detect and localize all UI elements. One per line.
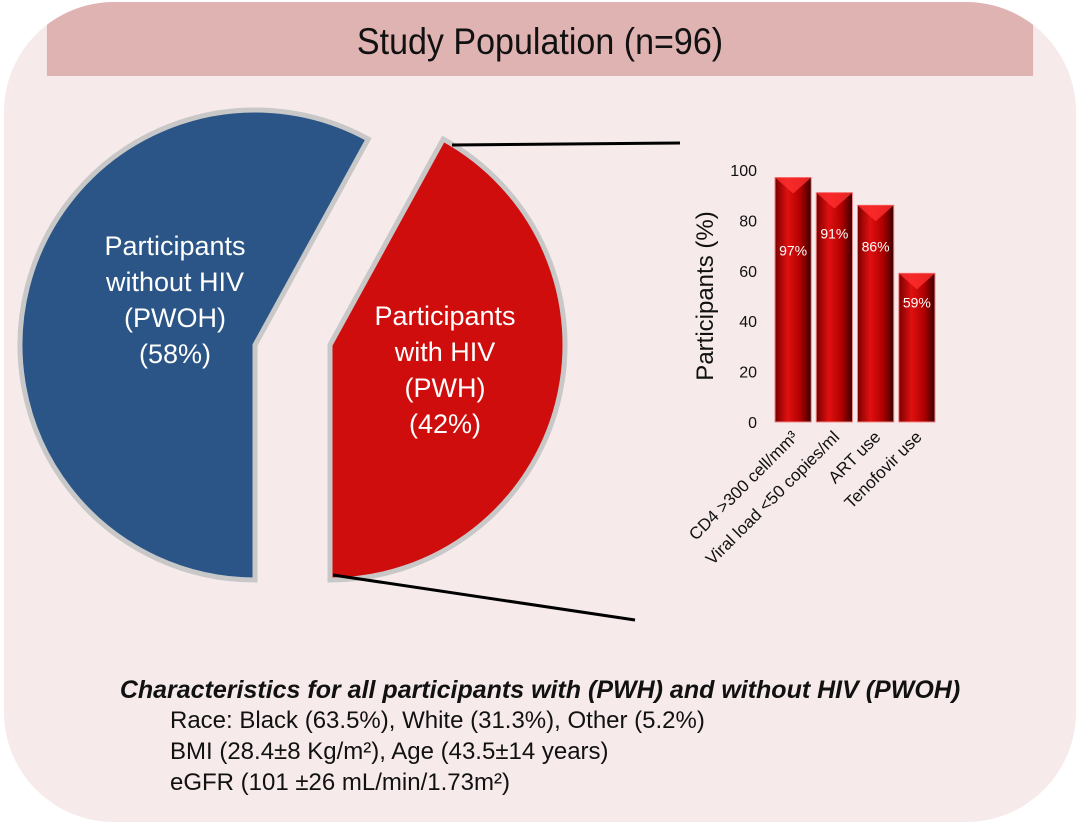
bar-data-label: 59% (903, 294, 931, 310)
pie-slice (327, 135, 568, 583)
pie-label-line: without HIV (105, 267, 244, 297)
bar-highlight (775, 177, 812, 194)
pie-slice-label: Participants without HIV (PWOH) (58%) (104, 231, 245, 369)
bar (857, 204, 895, 423)
bar-highlight (816, 192, 853, 209)
y-tick-label: 100 (730, 163, 757, 180)
pie-label-line: (42%) (409, 409, 481, 439)
pie-label-line: Participants (104, 231, 245, 261)
y-tick-label: 40 (739, 314, 757, 331)
bar-highlight (857, 205, 894, 222)
pie-label-line: with HIV (394, 337, 496, 367)
page-title: Study Population (n=96) (46, 2, 1034, 76)
pie-label-line: (PWOH) (124, 303, 226, 333)
characteristic-bmi-age: BMI (28.4±8 Kg/m²), Age (43.5±14 years) (170, 738, 609, 765)
bar (898, 272, 936, 423)
pie-label-line: (PWH) (405, 373, 486, 403)
callout-line-top (451, 141, 681, 147)
bar-highlight (898, 273, 935, 290)
pie-label-line: (58%) (139, 339, 211, 369)
bar (774, 177, 812, 423)
bar (815, 192, 853, 423)
bar-data-label: 91% (820, 226, 848, 242)
y-tick-label: 0 (748, 415, 757, 432)
characteristics: Characteristics for all participants wit… (0, 676, 1080, 798)
y-tick-label: 20 (739, 365, 757, 382)
bar-data-label: 97% (779, 243, 807, 259)
y-tick-label: 60 (739, 264, 757, 281)
characteristics-title: Characteristics for all participants wit… (119, 676, 961, 704)
callout-line-bottom (332, 573, 636, 622)
pie-slice-label: Participants with HIV (PWH) (42%) (374, 301, 515, 439)
characteristic-egfr: eGFR (101 ±26 mL/min/1.73m²) (170, 769, 510, 796)
characteristic-race: Race: Black (63.5%), White (31.3%), Othe… (170, 707, 705, 734)
y-tick-label: 80 (739, 213, 757, 230)
pie-slice (17, 107, 372, 583)
pie-label-line: Participants (374, 301, 515, 331)
bar-data-label: 86% (862, 238, 890, 254)
y-axis-label: Participants (%) (692, 211, 719, 380)
